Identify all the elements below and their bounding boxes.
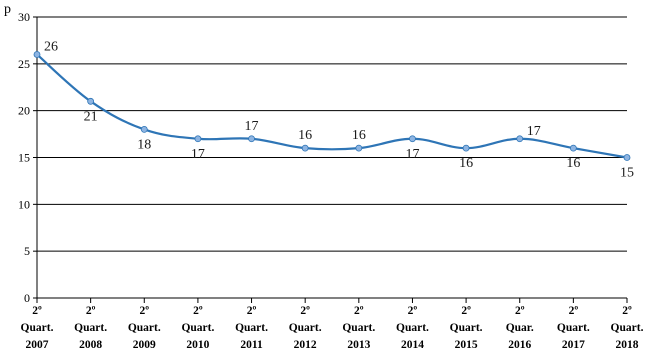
data-label-10: 16: [566, 156, 580, 171]
xtick-label-2009: 2º Quart. 2009: [128, 305, 161, 351]
x-axis-ticks: 2º Quart. 2007 2º Quart. 2008 2º Quart. 2009 2º Qu…: [21, 298, 644, 351]
data-label-8: 16: [459, 156, 473, 171]
xtick-label-line: Quart.: [128, 322, 161, 334]
xtick-label-2008: 2º Quart. 2008: [74, 305, 107, 351]
xtick-label-line: Quart.: [289, 322, 322, 334]
corner-label: p: [4, 2, 11, 17]
data-point-1: [87, 97, 95, 105]
xtick-label-line: 2018: [616, 339, 639, 351]
ytick-label-25: 25: [18, 57, 30, 71]
xtick-label-2010: 2º Quart. 2010: [181, 305, 214, 351]
xtick-label-line: 2º: [461, 305, 471, 317]
data-label-4: 17: [245, 119, 259, 134]
data-point-10: [569, 144, 577, 152]
xtick-label-line: Quar.: [506, 322, 534, 334]
data-point-8: [462, 144, 470, 152]
xtick-label-line: 2015: [455, 339, 478, 351]
xtick-label-line: 2013: [347, 339, 370, 351]
xtick-label-line: Quart.: [74, 322, 107, 334]
data-point-11: [623, 154, 631, 161]
xtick-label-line: 2014: [401, 339, 424, 351]
xtick-label-2007: 2º Quart. 2007: [21, 305, 54, 351]
ytick-label-20: 20: [18, 104, 30, 118]
data-point-0: [33, 51, 41, 58]
data-point-7: [409, 135, 416, 143]
xtick-label-2015: 2º Quart. 2015: [450, 305, 483, 351]
xtick-label-line: 2º: [408, 305, 418, 317]
xtick-label-2011: 2º Quart. 2011: [235, 305, 268, 351]
xtick-label-line: Quart.: [21, 322, 54, 334]
data-label-7: 17: [405, 147, 419, 162]
series-markers: [33, 51, 631, 161]
xtick-label-2013: 2º Quart. 2013: [342, 305, 375, 351]
ytick-label-15: 15: [18, 151, 30, 165]
xtick-label-line: 2017: [562, 339, 585, 351]
xtick-label-line: 2016: [508, 339, 531, 351]
xtick-label-line: 2º: [569, 305, 579, 317]
data-label-6: 16: [352, 128, 366, 143]
xtick-label-line: Quart.: [557, 322, 590, 334]
xtick-label-line: 2012: [294, 339, 317, 351]
xtick-label-line: Quart.: [396, 322, 429, 334]
xtick-label-line: Quart.: [235, 322, 268, 334]
xtick-label-line: 2008: [79, 339, 102, 351]
xtick-label-line: Quart.: [342, 322, 375, 334]
data-point-3: [194, 135, 202, 143]
data-label-11: 15: [620, 166, 634, 181]
xtick-label-line: 2º: [32, 305, 42, 317]
ytick-label-30: 30: [18, 10, 30, 24]
xtick-label-line: 2007: [26, 339, 49, 351]
xtick-label-2018: 2º Quart. 2018: [611, 305, 644, 351]
xtick-label-line: Quart.: [181, 322, 214, 334]
xtick-label-line: 2010: [186, 339, 209, 351]
y-axis-ticks: 0 5 10 15 20 25 30: [18, 10, 30, 305]
xtick-label-2012: 2º Quart. 2012: [289, 305, 322, 351]
xtick-label-2014: 2º Quart. 2014: [396, 305, 429, 351]
xtick-label-line: 2º: [622, 305, 632, 317]
data-point-9: [516, 135, 524, 143]
data-label-0: 26: [44, 39, 58, 54]
data-point-4: [248, 135, 255, 143]
gridlines: [33, 16, 627, 299]
xtick-label-line: 2011: [240, 339, 263, 351]
ytick-label-0: 0: [24, 291, 30, 305]
xtick-label-line: Quart.: [611, 322, 644, 334]
xtick-label-2016: 2º Quar. 2016: [506, 305, 534, 351]
data-label-2: 18: [137, 137, 151, 152]
xtick-label-line: Quart.: [450, 322, 483, 334]
data-labels: 26 21 18 17 17 16 16 17 16 17 16 15: [44, 39, 634, 180]
data-point-5: [301, 144, 309, 152]
data-point-2: [140, 125, 148, 133]
xtick-label-line: 2º: [139, 305, 149, 317]
data-label-9: 17: [527, 124, 541, 139]
xtick-label-line: 2009: [133, 339, 156, 351]
xtick-label-line: 2º: [247, 305, 257, 317]
series-line: [36, 53, 628, 159]
series-path: [36, 53, 628, 159]
xtick-label-line: 2º: [300, 305, 310, 317]
xtick-label-line: 2º: [86, 305, 96, 317]
data-label-1: 21: [84, 109, 98, 124]
data-label-3: 17: [191, 147, 205, 162]
xtick-label-line: 2º: [354, 305, 364, 317]
xtick-label-line: 2º: [193, 305, 203, 317]
xtick-label-line: 2º: [515, 305, 525, 317]
xtick-label-2017: 2º Quart. 2017: [557, 305, 590, 351]
ytick-label-5: 5: [24, 244, 30, 258]
data-point-6: [355, 144, 363, 152]
ytick-label-10: 10: [18, 197, 30, 211]
data-label-5: 16: [298, 128, 312, 143]
